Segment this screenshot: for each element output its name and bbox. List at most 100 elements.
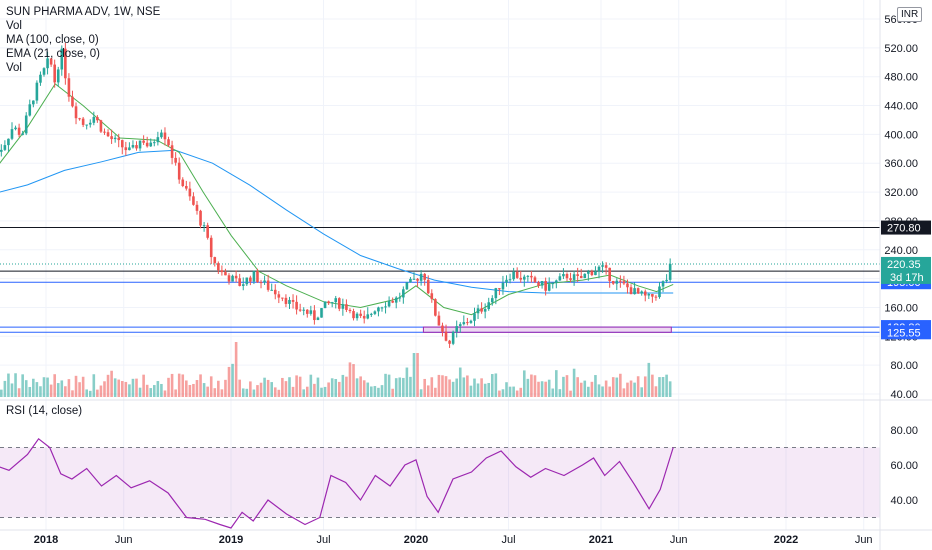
volume-bar (537, 381, 540, 397)
candle-body (462, 322, 466, 325)
candle-body (21, 133, 24, 135)
volume-bar (473, 378, 476, 397)
candle-body (330, 302, 334, 304)
volume-bar (17, 388, 21, 397)
volume-bar (551, 388, 555, 397)
candle-body (7, 138, 10, 146)
volume-bar (380, 385, 384, 397)
volume-bar (508, 386, 512, 397)
legend-vol[interactable]: Vol (6, 20, 22, 32)
volume-bar (316, 377, 320, 397)
candle-body (416, 278, 419, 281)
candle-body (505, 279, 508, 283)
candle-body (544, 281, 547, 291)
volume-bar (345, 376, 348, 397)
price-tick-label: 440.00 (884, 101, 918, 113)
volume-bar (458, 367, 462, 397)
candle-body (515, 271, 519, 278)
rsi-legend[interactable]: RSI (14, close) (6, 405, 83, 417)
candle-body (487, 302, 491, 310)
volume-bar (202, 383, 206, 397)
volume-bar (138, 387, 142, 397)
volume-bar (256, 385, 259, 397)
symbol-title[interactable]: SUN PHARMA ADV, 1W, NSE (6, 6, 161, 18)
volume-bar (46, 377, 49, 397)
candle-body (359, 313, 362, 316)
volume-bar (32, 378, 35, 397)
price-tick-label: 480.00 (884, 72, 918, 84)
legend-ma[interactable]: MA (100, close, 0) (6, 34, 99, 46)
candle-body (64, 48, 67, 79)
candle-body (572, 274, 576, 280)
volume-bar (426, 385, 430, 397)
volume-bar (483, 383, 487, 397)
volume-bar (284, 381, 288, 397)
candle-body (188, 188, 192, 197)
time-tick-label: Jun (855, 534, 873, 546)
volume-bar (334, 379, 338, 397)
candle-body (352, 311, 355, 319)
volume-bar (295, 375, 298, 397)
currency-badge[interactable]: INR (897, 7, 923, 22)
volume-bar (266, 379, 270, 397)
volume-bar (569, 390, 572, 397)
time-tick-label: Jun (670, 534, 688, 546)
candle-body (199, 210, 202, 226)
volume-bar (110, 370, 113, 397)
candle-body (213, 257, 217, 264)
price-candles (0, 42, 672, 348)
volume-bar (14, 373, 17, 397)
candle-body (256, 271, 259, 283)
volume-bar (526, 378, 530, 397)
candle-body (131, 145, 135, 148)
volume-bar (590, 381, 594, 397)
volume-bar (501, 389, 505, 397)
candle-body (562, 274, 565, 277)
candle-body (480, 308, 483, 312)
candle-body (266, 280, 270, 290)
volume-bar (601, 386, 604, 397)
support-zone[interactable] (422, 326, 672, 333)
candle-body (540, 281, 544, 286)
volume-bar (64, 386, 67, 397)
volume-bar (199, 374, 202, 397)
volume-bar (530, 374, 533, 397)
candle-body (377, 307, 380, 312)
volume-bar (412, 353, 416, 397)
candle-body (224, 272, 227, 276)
volume-bar (103, 381, 106, 397)
candle-body (448, 340, 451, 344)
candle-body (469, 320, 473, 323)
candle-body (217, 263, 220, 271)
volume-bar (92, 374, 96, 397)
candle-body (46, 58, 49, 69)
volume-bar (81, 376, 85, 397)
candle-body (640, 291, 643, 294)
legend-vol-2[interactable]: Vol (6, 62, 22, 74)
legend-ema[interactable]: EMA (21, close, 0) (6, 48, 100, 60)
volume-bar (555, 370, 558, 397)
volume-bar (145, 384, 149, 397)
volume-bar (234, 342, 238, 397)
volume-bar (423, 378, 426, 397)
volume-bar (298, 376, 302, 397)
volume-bar (106, 374, 110, 397)
candle-body (494, 288, 498, 299)
candle-body (658, 286, 661, 298)
level-tag: 270.80 (887, 223, 921, 235)
volume-bar (370, 386, 373, 397)
volume-bar (451, 381, 455, 397)
candle-body (39, 74, 42, 83)
volume-bar (56, 383, 60, 397)
volume-bar (469, 385, 473, 397)
volume-bar (619, 373, 622, 397)
support-zone-rect (422, 326, 672, 333)
volume-bar (53, 374, 56, 397)
volume-bar (594, 375, 597, 397)
candle-body (56, 69, 60, 83)
candle-body (234, 275, 238, 279)
candle-body (17, 127, 21, 135)
candle-body (583, 273, 587, 279)
volume-bar (562, 376, 565, 397)
